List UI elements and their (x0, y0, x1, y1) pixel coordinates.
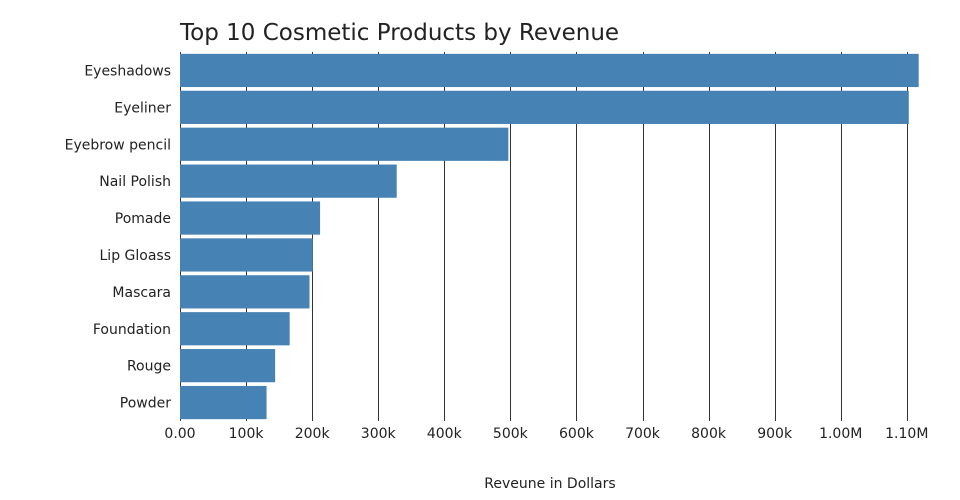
category-labels: Eyeshadows Eyeliner Eyebrow pencil Nail Pol… (65, 63, 172, 411)
category-label: Foundation (93, 322, 171, 338)
bar (180, 385, 267, 420)
x-tick-labels: 0.00 100k 200k 300k 400k 500k 600k 700k 800k 900k… (164, 426, 928, 442)
x-tick-label: 1.00M (819, 426, 862, 442)
bar (180, 201, 321, 235)
category-label: Eyebrow pencil (65, 137, 171, 153)
bar (180, 127, 509, 161)
x-tick-label: 1.10M (885, 426, 928, 442)
x-tick-label: 900k (757, 426, 793, 442)
bar (180, 275, 310, 309)
bars (180, 53, 919, 420)
category-label: Nail Polish (99, 174, 171, 190)
chart-title: Top 10 Cosmetic Products by Revenue (179, 20, 619, 46)
bar (180, 238, 313, 272)
bar (180, 312, 290, 346)
category-label: Pomade (115, 211, 171, 227)
x-tick-label: 300k (361, 426, 397, 442)
category-label: Eyeshadows (84, 63, 171, 79)
bar (180, 349, 276, 383)
x-tick-label: 100k (229, 426, 265, 442)
x-tick-label: 400k (427, 426, 463, 442)
bar (180, 164, 397, 198)
bar (180, 53, 919, 88)
x-tick-label: 200k (295, 426, 331, 442)
x-tick-label: 600k (559, 426, 595, 442)
x-tick-label: 0.00 (164, 426, 195, 442)
x-tick-label: 700k (625, 426, 661, 442)
category-label: Eyeliner (114, 100, 171, 116)
category-label: Lip Gloass (100, 248, 172, 264)
category-label: Powder (120, 396, 171, 412)
category-label: Rouge (127, 359, 171, 375)
category-label: Mascara (112, 285, 171, 301)
x-tick-label: 500k (493, 426, 529, 442)
x-tick-label: 800k (691, 426, 727, 442)
x-axis-title: Reveune in Dollars (484, 476, 615, 492)
bar (180, 90, 909, 124)
